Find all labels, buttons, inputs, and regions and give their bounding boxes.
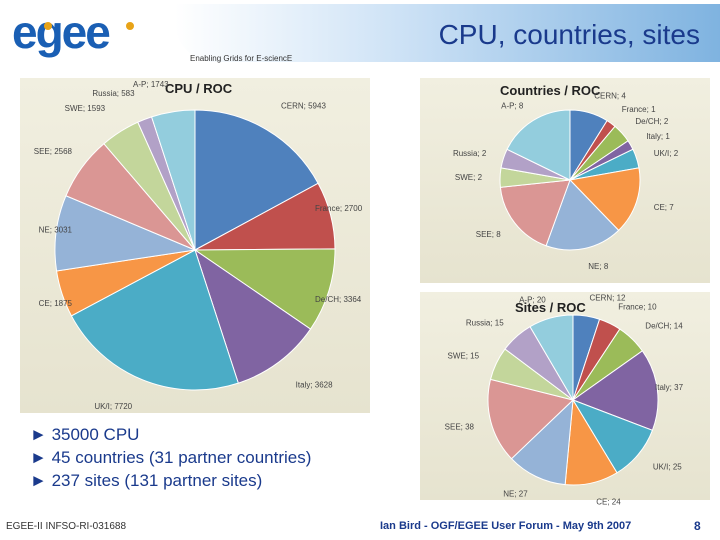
- slice-label: SWE; 2: [455, 173, 483, 182]
- slice-label: SWE; 15: [448, 351, 480, 360]
- slice-label: NE; 3031: [39, 225, 73, 234]
- stat-cpu: ► 35000 CPU: [30, 425, 140, 444]
- slice-label: France; 2700: [315, 204, 363, 213]
- slice-label: SEE; 38: [445, 423, 475, 432]
- pie-slice-de-ch: [193, 248, 336, 330]
- slice-label: De/CH; 3364: [315, 295, 362, 304]
- pie-slice-a-p: [506, 109, 571, 181]
- slice-label: Russia; 583: [92, 89, 135, 98]
- slice-label: A-P; 8: [501, 101, 524, 110]
- pie-slice-see: [487, 378, 575, 460]
- author-line: Ian Bird - OGF/EGEE User Forum - May 9th…: [380, 520, 632, 532]
- slide-header: egee CPU, countries, sites Enabling Grid…: [0, 0, 720, 63]
- pie-slice-ce: [568, 167, 641, 232]
- slice-label: A-P; 1743: [133, 80, 169, 89]
- slice-label: SEE; 8: [476, 230, 501, 239]
- slice-label: Russia; 15: [466, 318, 504, 327]
- slice-label: UK/I; 2: [654, 149, 679, 158]
- pie-slice-italy: [571, 350, 659, 431]
- slice-label: CERN; 12: [589, 293, 626, 302]
- slice-label: UK/I; 7720: [94, 402, 132, 411]
- stat-countries: ► 45 countries (31 partner countries): [30, 448, 312, 467]
- slice-label: Italy; 37: [655, 383, 684, 392]
- pie-slice-see: [499, 179, 571, 247]
- pie-slice-a-p: [150, 109, 196, 251]
- slice-label: NE; 8: [588, 262, 609, 271]
- slice-label: SEE; 2568: [34, 147, 73, 156]
- slice-label: France; 10: [618, 302, 657, 311]
- slice-label: CE; 1875: [39, 299, 73, 308]
- slice-label: CERN; 5943: [281, 102, 326, 111]
- stat-sites: ► 237 sites (131 partner sites): [30, 471, 263, 490]
- pie-slice-italy: [194, 248, 312, 384]
- slice-label: NE; 27: [503, 490, 528, 499]
- slice-label: CERN; 4: [594, 91, 626, 100]
- slice-label: Italy; 3628: [296, 381, 333, 390]
- pie-slice-a-p: [529, 314, 574, 402]
- slice-label: UK/I; 25: [653, 463, 682, 472]
- svg-text:egee: egee: [12, 8, 110, 58]
- slide-footer: [0, 512, 720, 540]
- tagline: Enabling Grids for E-sciencE: [190, 54, 293, 63]
- slice-label: France; 1: [622, 105, 656, 114]
- page-title: CPU, countries, sites: [438, 19, 700, 50]
- pie-slice-uk-i: [70, 249, 239, 391]
- slice-label: De/CH; 14: [645, 321, 683, 330]
- chart-title: Countries / ROC: [500, 83, 601, 98]
- slice-label: CE; 24: [596, 497, 621, 506]
- slice-label: Russia; 2: [453, 149, 487, 158]
- doc-id: EGEE-II INFSO-RI-031688: [6, 521, 127, 532]
- slice-label: SWE; 1593: [65, 104, 106, 113]
- chart-title: Sites / ROC: [515, 300, 586, 315]
- egee-logo: egee: [12, 8, 134, 58]
- slice-label: CE; 7: [654, 203, 675, 212]
- pie-slice-cern: [194, 109, 319, 251]
- slice-label: De/CH; 2: [635, 117, 668, 126]
- slice-label: A-P; 20: [519, 296, 546, 305]
- chart-title: CPU / ROC: [165, 81, 233, 96]
- slice-label: Italy; 1: [646, 132, 670, 141]
- pie-slice-ne: [545, 179, 620, 251]
- summary-stats: ► 35000 CPU ► 45 countries (31 partner c…: [30, 423, 360, 493]
- title-bar: CPU, countries, sites: [175, 4, 720, 62]
- page-number: 8: [694, 519, 701, 533]
